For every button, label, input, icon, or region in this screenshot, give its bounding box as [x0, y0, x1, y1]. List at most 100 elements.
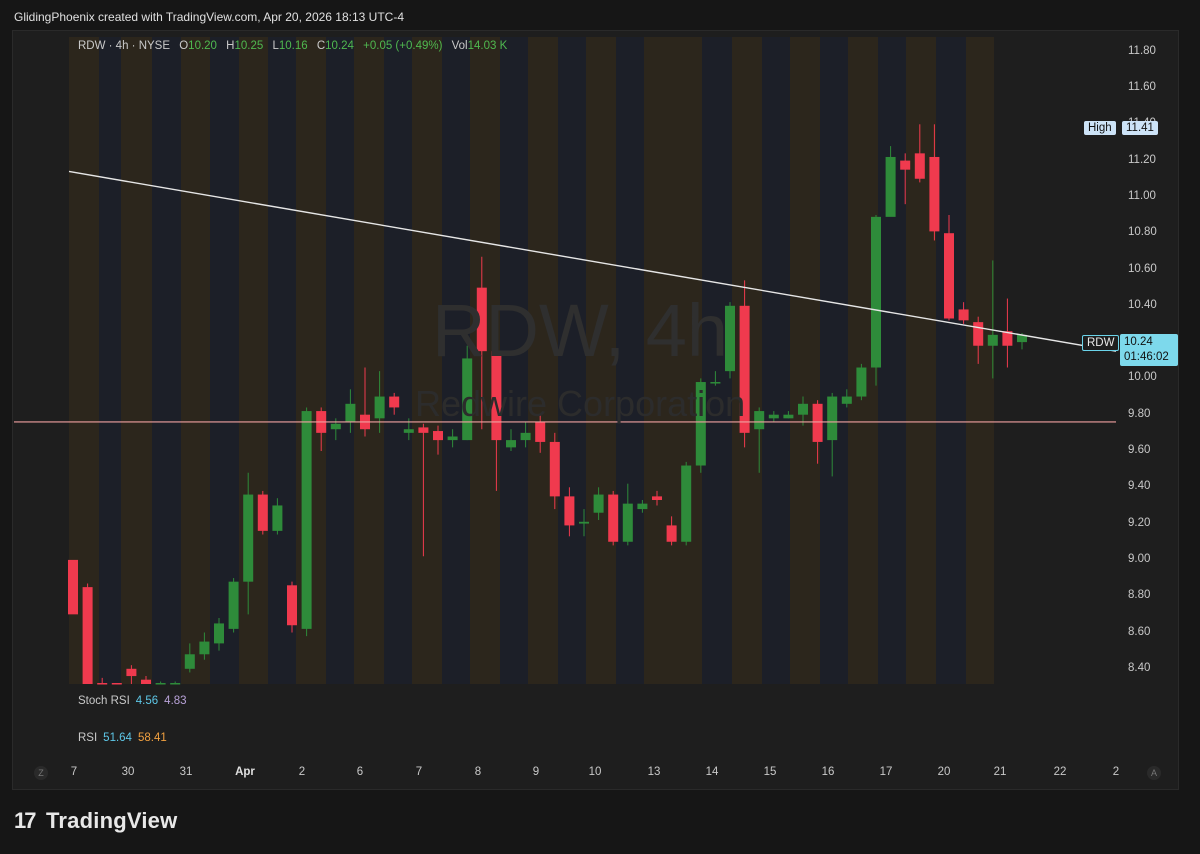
legend-open: O10.20	[179, 40, 217, 52]
candle-body	[374, 396, 385, 419]
legend-close: C10.24	[316, 40, 354, 52]
watermark-subtitle: Redwire Corporation	[415, 383, 746, 424]
candle	[695, 378, 706, 473]
candle-body	[68, 559, 78, 615]
x-tick-label: 9	[532, 766, 540, 778]
candle-body	[228, 581, 239, 629]
x-tick-label: 15	[763, 766, 777, 778]
candle-body	[257, 494, 268, 531]
candle	[973, 316, 984, 364]
session-band	[644, 37, 702, 684]
candle-body	[549, 441, 560, 497]
candle-body	[345, 403, 356, 422]
candle	[214, 617, 224, 651]
candle	[374, 371, 385, 433]
x-tick-label: 2	[298, 766, 306, 778]
candle	[739, 280, 750, 448]
candle	[929, 124, 940, 241]
candle-body	[447, 436, 458, 441]
candle	[827, 392, 838, 477]
candle-body	[593, 494, 604, 513]
bar-countdown: 01:46:02	[1124, 351, 1169, 363]
session-band	[966, 37, 994, 684]
candle-body	[827, 396, 838, 441]
high-value-badge: 11.41	[1122, 121, 1158, 135]
candle	[155, 681, 166, 685]
candle-body	[155, 683, 166, 685]
trendline	[68, 170, 1117, 352]
session-band	[528, 37, 558, 684]
zoom-right-button[interactable]: A	[1147, 766, 1161, 780]
candle	[987, 260, 998, 379]
rsi-legend[interactable]: RSI 51.64 58.41	[78, 732, 167, 744]
session-band	[558, 37, 586, 684]
candles	[68, 124, 1027, 685]
legend-low: L10.16	[272, 40, 308, 52]
zoom-left-button[interactable]: Z	[34, 766, 48, 780]
candle	[126, 665, 137, 684]
session-band	[326, 37, 354, 684]
candle	[506, 429, 516, 451]
candle-body	[126, 668, 137, 677]
candle	[549, 432, 560, 510]
legend-high: H10.25	[226, 40, 264, 52]
candle-body	[710, 382, 721, 384]
candle-body	[637, 503, 648, 510]
y-tick-label: 11.00	[1128, 189, 1156, 202]
stoch-rsi-legend[interactable]: Stoch RSI 4.56 4.83	[78, 695, 187, 707]
candle	[622, 483, 633, 546]
y-tick-label: 9.80	[1128, 407, 1151, 420]
candle-body	[564, 496, 575, 526]
tradingview-logo[interactable]: 17 TradingView	[14, 808, 178, 833]
candle-body	[111, 683, 122, 685]
candle-body	[403, 429, 414, 433]
candle-body	[856, 367, 867, 397]
candle	[798, 396, 808, 426]
candle-body	[243, 494, 254, 582]
session-bands	[69, 37, 994, 684]
candle-body	[871, 216, 881, 368]
candle	[637, 500, 648, 513]
candle	[301, 407, 312, 637]
candle-body	[462, 358, 473, 441]
candle-body	[695, 382, 706, 466]
candle-body	[739, 305, 750, 433]
candle-body	[929, 156, 940, 232]
candle-body	[987, 334, 998, 346]
candle	[754, 407, 765, 473]
candle	[141, 676, 151, 684]
watermark-title: RDW, 4h	[432, 289, 729, 372]
last-price-badge: 10.24 01:46:02	[1120, 334, 1178, 366]
candle	[272, 498, 283, 535]
candle	[900, 153, 911, 205]
drawings	[14, 170, 1117, 423]
candle	[710, 371, 721, 386]
legend-symbol: RDW · 4h · NYSE	[78, 40, 171, 52]
y-tick-label: 8.80	[1128, 589, 1151, 602]
x-tick-label: 17	[879, 766, 893, 778]
y-tick-label: 10.60	[1128, 262, 1157, 275]
candle-body	[944, 233, 954, 319]
candle	[958, 302, 969, 324]
candle	[491, 323, 502, 491]
y-tick-label: 8.40	[1128, 661, 1151, 674]
candle	[856, 363, 867, 401]
candle	[579, 509, 589, 537]
candle-body	[666, 525, 677, 542]
candle-body	[170, 683, 181, 685]
candle-body	[141, 679, 151, 684]
candle-body	[272, 505, 283, 531]
candle	[593, 487, 604, 520]
legend-change: +0.05 (+0.49%)	[363, 40, 443, 52]
candle-body	[958, 309, 969, 321]
candle-body	[798, 403, 808, 415]
session-band	[586, 37, 616, 684]
session-band	[936, 37, 966, 684]
candle-body	[768, 414, 779, 419]
candle-body	[476, 287, 487, 352]
session-band	[500, 37, 528, 684]
candle	[97, 677, 108, 685]
candle	[228, 578, 239, 633]
session-band	[354, 37, 384, 684]
